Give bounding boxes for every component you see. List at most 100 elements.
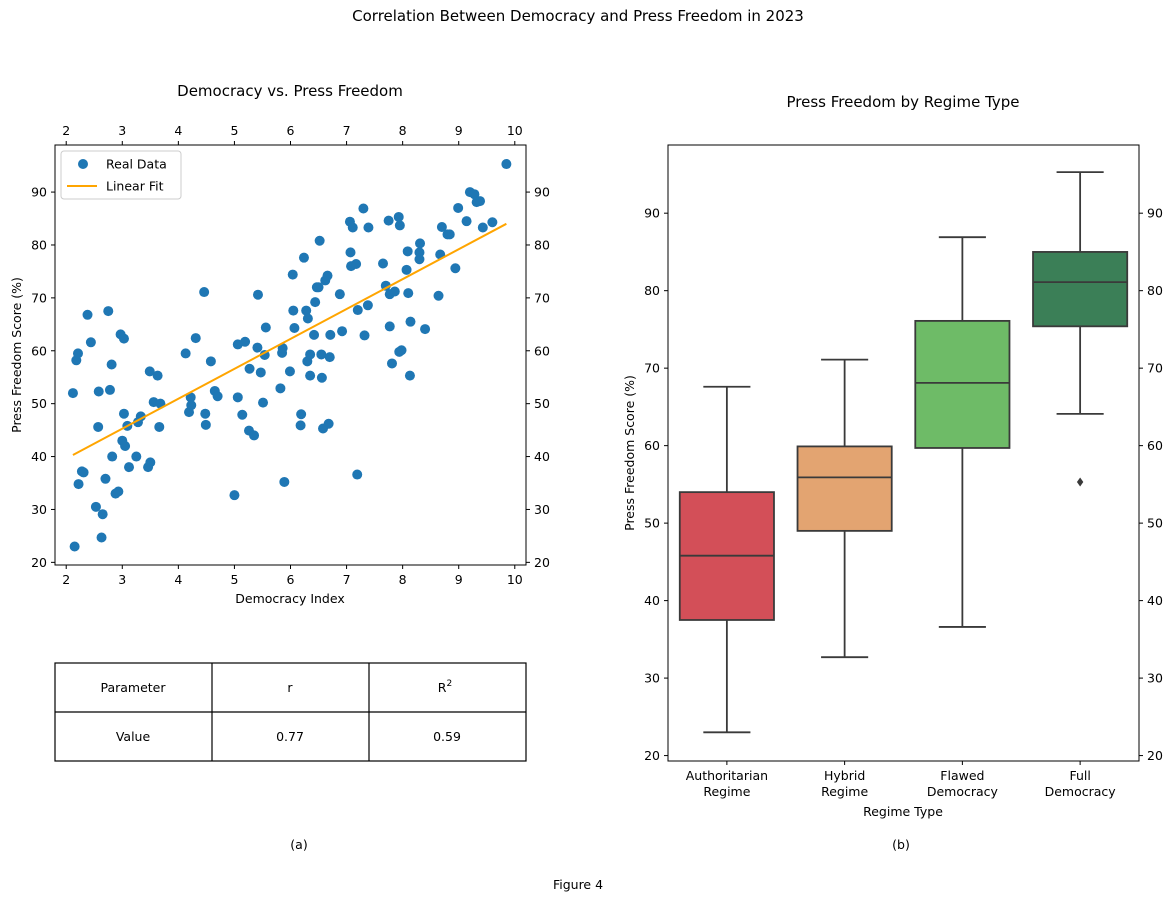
scatter-y-tick-label: 90 — [31, 185, 47, 200]
scatter-point — [145, 457, 156, 468]
scatter-point — [82, 309, 93, 320]
scatter-point — [103, 306, 114, 317]
scatter-point — [260, 322, 271, 333]
scatter-point — [359, 330, 370, 341]
scatter-point — [384, 321, 395, 332]
table-cell-r-squared-value: 0.59 — [433, 729, 461, 744]
scatter-right-y-tick-label: 70 — [534, 290, 550, 305]
boxplot-category-label: Flawed — [940, 768, 984, 783]
scatter-point — [93, 386, 104, 397]
legend-label-real-data: Real Data — [106, 157, 167, 172]
scatter-x-tick-label: 5 — [230, 572, 238, 587]
scatter-point — [240, 336, 251, 347]
scatter-y-tick-label: 50 — [31, 396, 47, 411]
boxplot-y-tick-label: 80 — [644, 283, 660, 298]
scatter-point — [199, 287, 210, 298]
scatter-point — [389, 286, 400, 297]
scatter-x-tick-label: 9 — [455, 572, 463, 587]
boxplot-x-axis-label: Regime Type — [863, 804, 943, 819]
scatter-point — [394, 220, 405, 231]
boxplot-box — [796, 445, 893, 532]
boxplot-panel: Press Freedom by Regime Type 20 30 40 50 60 7… — [622, 93, 1163, 852]
scatter-point — [358, 203, 369, 214]
scatter-point — [295, 420, 306, 431]
scatter-x-tick-label: 7 — [343, 572, 351, 587]
panel-b-caption: (b) — [892, 837, 910, 852]
table-cell-r-value: 0.77 — [276, 729, 304, 744]
scatter-point — [401, 264, 412, 275]
boxplot-category-label: Hybrid — [824, 768, 865, 783]
scatter-point — [314, 235, 325, 246]
scatter-y-tick-label: 80 — [31, 237, 47, 252]
scatter-point — [93, 421, 104, 432]
scatter-top-x-tick-label: 9 — [455, 123, 463, 138]
boxplot-y-tick-label: 30 — [644, 671, 660, 686]
scatter-point — [337, 326, 348, 337]
scatter-right-y-tick-label: 60 — [534, 343, 550, 358]
scatter-y-tick-label: 70 — [31, 290, 47, 305]
boxplot-y-tick-label: 90 — [644, 206, 660, 221]
scatter-point — [334, 289, 345, 300]
scatter-point — [255, 367, 266, 378]
boxplot-outlier — [1076, 477, 1084, 487]
table-header-r: r — [287, 680, 293, 695]
scatter-point — [322, 270, 333, 281]
panel-a-caption: (a) — [290, 837, 307, 852]
legend-label-linear-fit: Linear Fit — [106, 179, 164, 194]
scatter-point — [301, 305, 312, 316]
scatter-point — [405, 316, 416, 327]
boxplot-category-labels: AuthoritarianRegimeHybridRegimeFlawedDem… — [686, 761, 1116, 799]
scatter-point — [414, 247, 425, 258]
scatter-point — [380, 280, 391, 291]
scatter-point — [386, 358, 397, 369]
boxplot-category-label: Regime — [821, 784, 868, 799]
scatter-point — [403, 288, 414, 299]
boxplot-right-y-tick-label: 30 — [1147, 671, 1163, 686]
scatter-point — [154, 421, 165, 432]
scatter-point — [345, 247, 356, 258]
scatter-point — [352, 305, 363, 316]
scatter-point — [124, 462, 135, 473]
scatter-point — [120, 440, 131, 451]
scatter-point — [97, 509, 108, 520]
boxplot-category-label: Democracy — [927, 784, 999, 799]
scatter-point — [72, 348, 83, 359]
scatter-point — [444, 229, 455, 240]
scatter-point — [200, 408, 211, 419]
scatter-point — [420, 324, 431, 335]
scatter-y-tick-label: 30 — [31, 502, 47, 517]
boxplot-right-y-tick-label: 20 — [1147, 748, 1163, 763]
scatter-point — [396, 345, 407, 356]
scatter-point — [69, 541, 80, 552]
scatter-point — [402, 246, 413, 257]
scatter-x-axis-label: Democracy Index — [235, 591, 344, 606]
scatter-point — [309, 329, 320, 340]
scatter-point — [284, 366, 295, 377]
boxplot-box — [914, 319, 1011, 449]
scatter-point — [232, 392, 243, 403]
scatter-point — [302, 313, 313, 324]
scatter-point — [415, 238, 426, 249]
scatter-point — [85, 337, 96, 348]
scatter-x-tick-label: 4 — [174, 572, 182, 587]
scatter-top-x-tick-label: 7 — [343, 123, 351, 138]
scatter-point — [288, 305, 299, 316]
scatter-y-tick-label: 60 — [31, 343, 47, 358]
scatter-top-x-tick-label: 8 — [399, 123, 407, 138]
legend-marker-real-data — [78, 159, 88, 169]
scatter-point — [323, 418, 334, 429]
boxplot-category-label: Regime — [703, 784, 750, 799]
boxplot-plot-frame — [667, 144, 1140, 762]
scatter-title: Democracy vs. Press Freedom — [177, 82, 403, 100]
scatter-point — [73, 479, 84, 490]
table-cell-value-label: Value — [116, 729, 151, 744]
boxplot-box — [1032, 251, 1129, 328]
scatter-point — [469, 189, 480, 200]
boxplot-y-tick-label: 70 — [644, 361, 660, 376]
scatter-x-tick-label: 10 — [507, 572, 523, 587]
scatter-top-x-tick-label: 3 — [118, 123, 126, 138]
scatter-point — [433, 290, 444, 301]
scatter-top-x-tick-label: 5 — [230, 123, 238, 138]
scatter-point — [185, 392, 196, 403]
scatter-point — [477, 222, 488, 233]
